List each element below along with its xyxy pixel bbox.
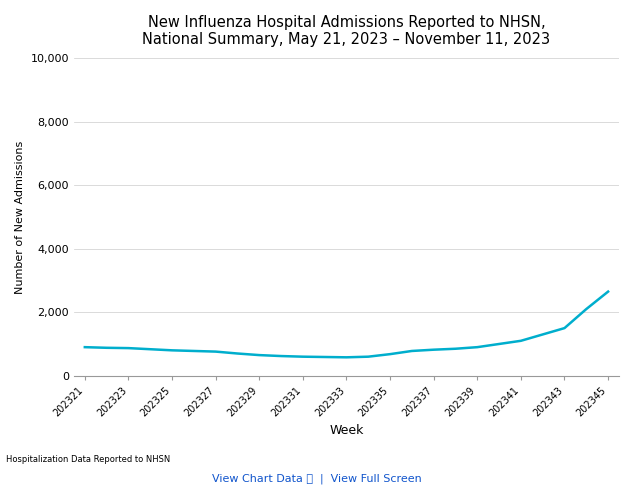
Text: Hospitalization Data Reported to NHSN: Hospitalization Data Reported to NHSN — [6, 455, 171, 464]
Title: New Influenza Hospital Admissions Reported to NHSN,
National Summary, May 21, 20: New Influenza Hospital Admissions Report… — [143, 15, 550, 48]
Y-axis label: Number of New Admissions: Number of New Admissions — [15, 140, 25, 294]
X-axis label: Week: Week — [329, 424, 364, 436]
Text: View Chart Data 📊  |  View Full Screen: View Chart Data 📊 | View Full Screen — [212, 473, 422, 484]
